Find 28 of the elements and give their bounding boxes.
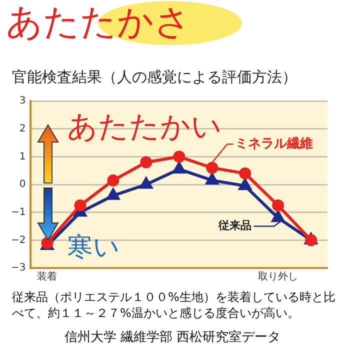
text: 従来品（ポリエステル１００%生地）を装着している時と比べて、約１１～２７%温かいと感じる度合いが高い。: [12, 289, 336, 321]
point: [74, 199, 86, 212]
y-tick-label: −1: [10, 206, 26, 218]
annotation: あたたかい: [67, 110, 222, 145]
x-tick-label: 装着: [37, 270, 58, 283]
point: [206, 162, 218, 174]
point: [272, 199, 284, 212]
point: [173, 150, 186, 163]
y-tick-label: 3: [19, 96, 26, 107]
point: [140, 156, 152, 168]
point: [138, 176, 154, 189]
annotation: 寒い: [67, 232, 120, 262]
y-tick-label: 0: [19, 179, 26, 190]
y-tick-label: 2: [19, 123, 26, 134]
y-tick-label: −3: [10, 262, 26, 274]
series-label: ミネラル繊維: [235, 136, 314, 152]
y-tick-label: −2: [10, 234, 26, 246]
chart-subtitle: 官能検査結果（人の感覚による評価方法）: [12, 68, 297, 87]
legend-label: 従来品: [218, 219, 252, 232]
point: [107, 174, 120, 186]
point: [270, 209, 286, 222]
point: [106, 187, 121, 200]
text: 信州大学 繊維学部 西松研究室データ: [63, 329, 282, 346]
point: [238, 177, 252, 190]
y-tick-label: 1: [19, 151, 26, 162]
point: [239, 167, 252, 180]
point: [204, 172, 220, 185]
x-tick-label: 取り外し: [258, 272, 298, 283]
